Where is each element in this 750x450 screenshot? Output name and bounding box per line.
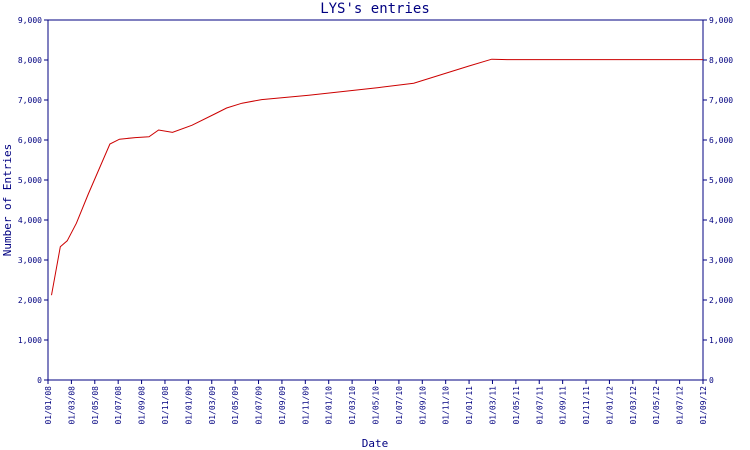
x-tick-label: 01/03/09 [208,386,217,425]
x-tick-label: 01/03/11 [488,386,497,425]
x-axis-label: Date [362,437,389,450]
x-tick-label: 01/05/09 [231,386,240,425]
y-tick-label-right: 6,000 [709,136,733,145]
y-tick-label: 7,000 [18,96,42,105]
y-tick-label: 0 [37,376,42,385]
x-tick-label: 01/01/09 [184,386,193,425]
x-tick-label: 01/09/11 [559,386,568,425]
x-tick-label: 01/05/10 [372,386,381,425]
y-axis-right: 0 1,000 2,000 3,000 4,000 5,000 6,000 7,000 8,00… [703,16,733,385]
y-tick-label: 4,000 [18,216,42,225]
y-tick-label: 9,000 [18,16,42,25]
x-tick-label: 01/07/09 [255,386,264,425]
x-tick-label: 01/09/09 [278,386,287,425]
plot-frame [47,19,704,381]
x-tick-label: 01/11/10 [442,386,451,425]
y-tick-label: 1,000 [18,336,42,345]
y-tick-label: 5,000 [18,176,42,185]
x-tick-label: 01/01/12 [605,386,614,425]
y-tick-label-right: 7,000 [709,96,733,105]
x-tick-label: 01/01/08 [44,386,53,425]
y-tick-label-right: 0 [709,376,714,385]
x-tick-label: 01/05/11 [512,386,521,425]
y-tick-label-right: 9,000 [709,16,733,25]
x-tick-label: 01/11/11 [582,386,591,425]
y-axis-left: 0 1,000 2,000 3,000 4,000 5,000 6,000 7,000 8,00… [18,16,48,385]
y-tick-label-right: 4,000 [709,216,733,225]
x-tick-label: 01/05/08 [91,386,100,425]
y-axis-label: Number of Entries [1,144,14,257]
y-tick-label-right: 8,000 [709,56,733,65]
x-tick-label: 01/05/12 [652,386,661,425]
x-tick-label: 01/03/12 [629,386,638,425]
x-tick-label: 01/11/09 [301,386,310,425]
y-tick-label-right: 2,000 [709,296,733,305]
x-tick-label: 01/07/12 [676,386,685,425]
y-tick-label: 3,000 [18,256,42,265]
x-tick-label: 01/03/08 [67,386,76,425]
x-axis: 01/01/08 01/03/08 01/05/08 01/07/08 01/09/08… [44,380,708,425]
x-tick-label: 01/09/10 [418,386,427,425]
x-tick-label: 01/09/08 [138,386,147,425]
y-tick-label: 6,000 [18,136,42,145]
x-tick-label: 01/07/11 [535,386,544,425]
x-tick-label: 01/07/10 [395,386,404,425]
y-tick-label: 2,000 [18,296,42,305]
y-tick-label-right: 3,000 [709,256,733,265]
x-tick-label: 01/01/11 [465,386,474,425]
y-tick-label-right: 5,000 [709,176,733,185]
x-tick-label: 01/03/10 [348,386,357,425]
x-tick-label: 01/01/10 [325,386,334,425]
y-tick-label-right: 1,000 [709,336,733,345]
x-tick-label: 01/07/08 [114,386,123,425]
x-tick-label: 01/11/08 [161,386,170,425]
y-tick-label: 8,000 [18,56,42,65]
x-tick-label: 01/09/12 [699,386,708,425]
chart-title: LYS's entries [320,1,430,17]
series-line [51,58,703,296]
